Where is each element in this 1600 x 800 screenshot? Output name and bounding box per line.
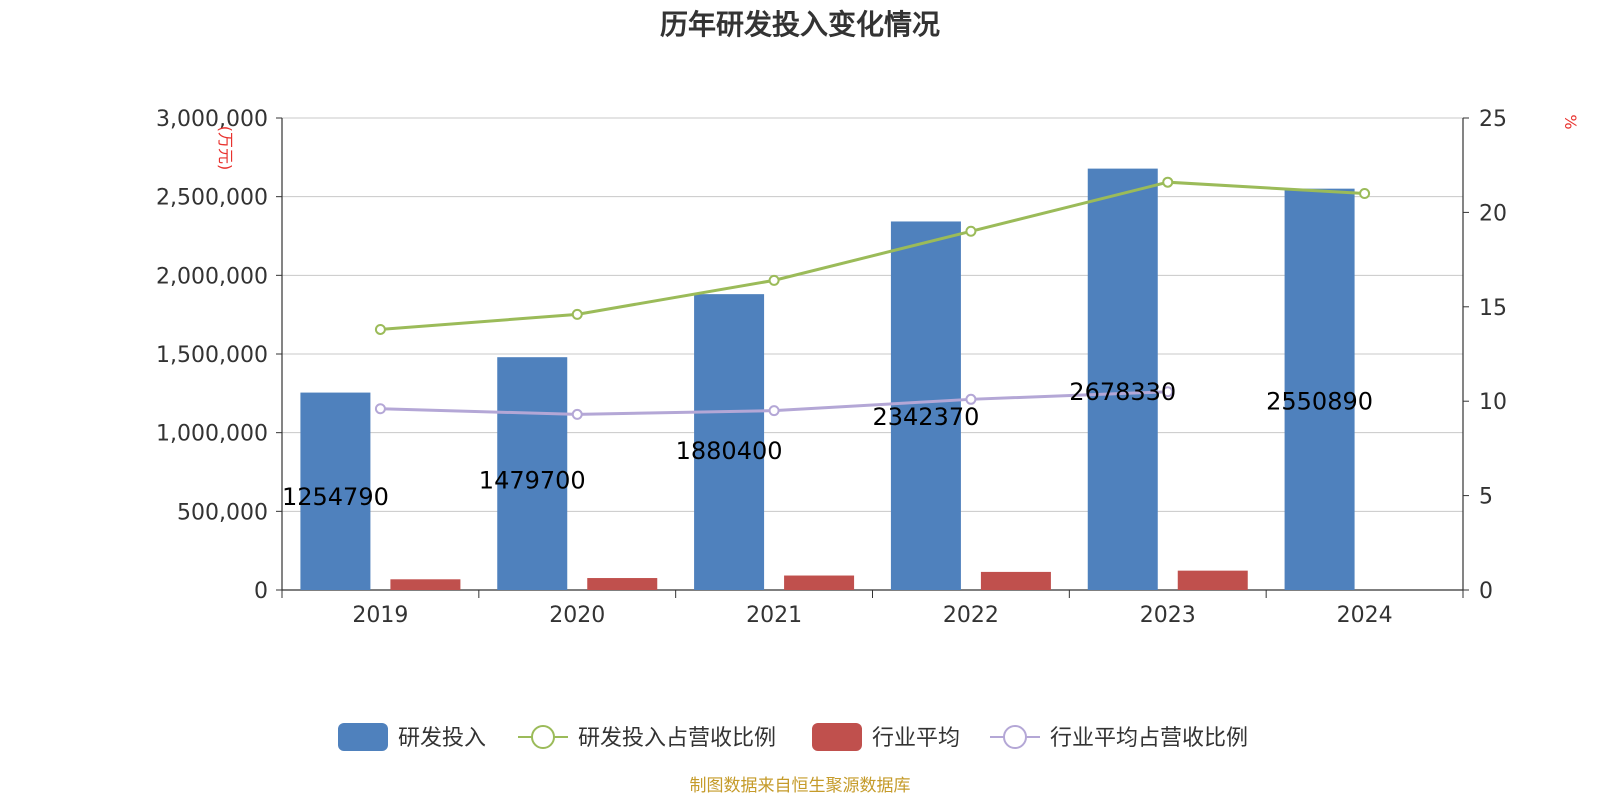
line-series-0 bbox=[380, 180, 1365, 331]
data-label: 2342370 bbox=[872, 403, 979, 431]
legend-label: 研发投入占营收比例 bbox=[578, 726, 776, 751]
bar-0-2023 bbox=[1087, 168, 1158, 590]
legend-swatch-marker bbox=[1003, 725, 1027, 749]
chart-title: 历年研发投入变化情况 bbox=[660, 8, 940, 41]
right-tick-label: 0 bbox=[1479, 579, 1493, 604]
left-tick-label: 2,500,000 bbox=[156, 186, 268, 211]
line-point bbox=[1162, 386, 1174, 398]
legend-swatch-marker bbox=[531, 725, 555, 749]
line-point bbox=[768, 405, 780, 417]
bar-1-2020 bbox=[587, 578, 658, 590]
x-tick-label: 2023 bbox=[1140, 603, 1196, 628]
axes: 0 500,000 1,000,000 1,500,000 2,000,000 2,500… bbox=[156, 107, 1507, 628]
line-point bbox=[965, 225, 977, 237]
legend: 研发投入 研发投入占营收比例 行业平均 行业平均占营收比例 bbox=[338, 723, 1248, 751]
data-label: 1880400 bbox=[676, 437, 783, 465]
x-tick-label: 2019 bbox=[352, 603, 408, 628]
line-point bbox=[571, 308, 583, 320]
line-point bbox=[571, 408, 583, 420]
line-point bbox=[1162, 176, 1174, 188]
lines bbox=[374, 176, 1371, 420]
bar-0-2021 bbox=[694, 294, 765, 590]
x-tick-label: 2021 bbox=[746, 603, 802, 628]
bar-1-2022 bbox=[980, 571, 1051, 590]
grid-lines bbox=[282, 117, 1463, 512]
left-tick-label: 1,500,000 bbox=[156, 343, 268, 368]
right-tick-label: 10 bbox=[1479, 390, 1507, 415]
legend-label: 研发投入 bbox=[398, 726, 486, 751]
left-tick-label: 2,000,000 bbox=[156, 264, 268, 289]
legend-label: 行业平均 bbox=[872, 726, 960, 751]
bar-0-2020 bbox=[497, 357, 568, 590]
left-axis-unit: (万元) bbox=[216, 126, 235, 171]
bar-1-2019 bbox=[390, 579, 461, 590]
left-tick-label: 3,000,000 bbox=[156, 107, 268, 132]
right-axis-unit: % bbox=[1561, 114, 1580, 129]
right-tick-label: 20 bbox=[1479, 201, 1507, 226]
data-label: 1254790 bbox=[282, 483, 389, 511]
legend-label: 行业平均占营收比例 bbox=[1050, 726, 1248, 751]
legend-swatch-bar bbox=[338, 723, 388, 751]
line-point bbox=[1359, 188, 1371, 200]
x-tick-label: 2024 bbox=[1337, 603, 1393, 628]
right-tick-label: 25 bbox=[1479, 107, 1507, 132]
bar-1-2023 bbox=[1177, 570, 1248, 590]
x-tick-label: 2022 bbox=[943, 603, 999, 628]
data-label: 2678330 bbox=[1069, 378, 1176, 406]
bars bbox=[300, 168, 1355, 591]
left-tick-label: 0 bbox=[254, 579, 268, 604]
right-tick-label: 5 bbox=[1479, 485, 1493, 510]
source-note: 制图数据来自恒生聚源数据库 bbox=[690, 776, 911, 796]
x-tick-label: 2020 bbox=[549, 603, 605, 628]
left-tick-label: 500,000 bbox=[177, 500, 268, 525]
bar-0-2022 bbox=[890, 221, 961, 591]
right-tick-label: 15 bbox=[1479, 296, 1507, 321]
bar-1-2021 bbox=[784, 575, 855, 590]
data-labels: 1254790 1479700 1880400 2342370 2678330 25508… bbox=[282, 378, 1373, 511]
data-label: 2550890 bbox=[1266, 387, 1373, 415]
left-tick-label: 1,000,000 bbox=[156, 422, 268, 447]
legend-swatch-bar bbox=[812, 723, 862, 751]
line-point bbox=[374, 323, 386, 335]
line-point bbox=[768, 274, 780, 286]
line-point bbox=[965, 393, 977, 405]
line-point bbox=[374, 403, 386, 415]
data-label: 1479700 bbox=[479, 467, 586, 495]
bar-0-2019 bbox=[300, 392, 371, 590]
bar-0-2024 bbox=[1284, 188, 1355, 590]
